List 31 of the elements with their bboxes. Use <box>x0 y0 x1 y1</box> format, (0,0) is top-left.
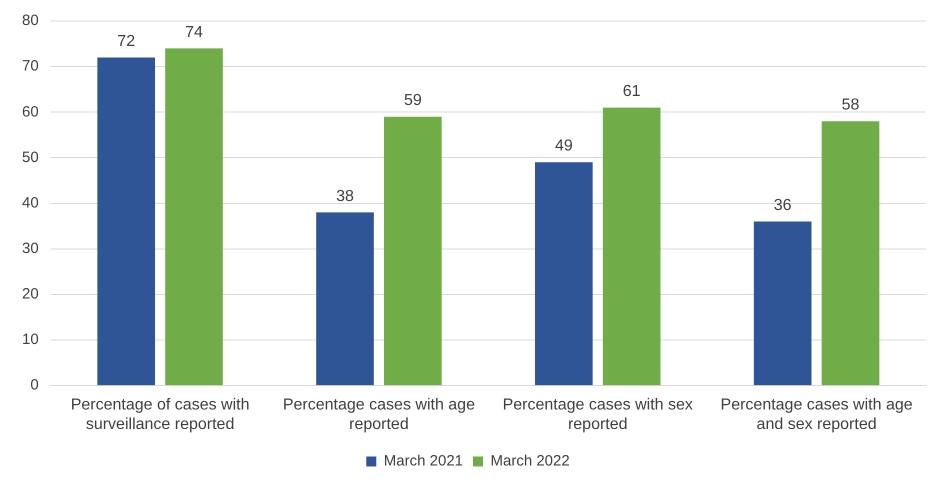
bar <box>754 222 812 386</box>
y-tick-label: 10 <box>22 331 39 348</box>
x-tick-label: Percentage cases with age reported <box>282 396 476 433</box>
x-tick-label: Percentage cases with age and sex reported <box>720 396 913 433</box>
bar <box>822 121 880 386</box>
legend-label: March 2021 <box>384 452 464 470</box>
x-tick-label: Percentage of cases with surveillance reported <box>70 396 250 433</box>
x-tick-label: Percentage cases with sex reported <box>502 396 693 433</box>
y-tick-label: 60 <box>22 103 39 120</box>
data-label: 61 <box>622 83 641 100</box>
y-tick-label: 0 <box>30 376 39 394</box>
legend-label: March 2022 <box>490 452 570 470</box>
y-tick-label: 40 <box>22 194 39 212</box>
y-tick-label: 20 <box>22 286 39 303</box>
bar <box>97 57 156 386</box>
data-label: 74 <box>185 24 204 41</box>
y-tick-label: 50 <box>22 148 39 166</box>
y-tick-label: 30 <box>22 240 39 258</box>
bar <box>535 162 593 386</box>
y-tick-label: 80 <box>22 12 39 30</box>
y-tick-label: 70 <box>22 58 39 75</box>
data-label: 58 <box>842 96 860 114</box>
data-label: 72 <box>117 32 136 50</box>
data-label: 36 <box>774 196 792 214</box>
bar <box>602 108 661 386</box>
bar <box>316 212 374 386</box>
bar <box>165 48 223 386</box>
data-label: 49 <box>554 138 573 155</box>
data-label: 38 <box>336 188 354 205</box>
bar <box>384 116 442 386</box>
data-label: 59 <box>404 92 422 110</box>
